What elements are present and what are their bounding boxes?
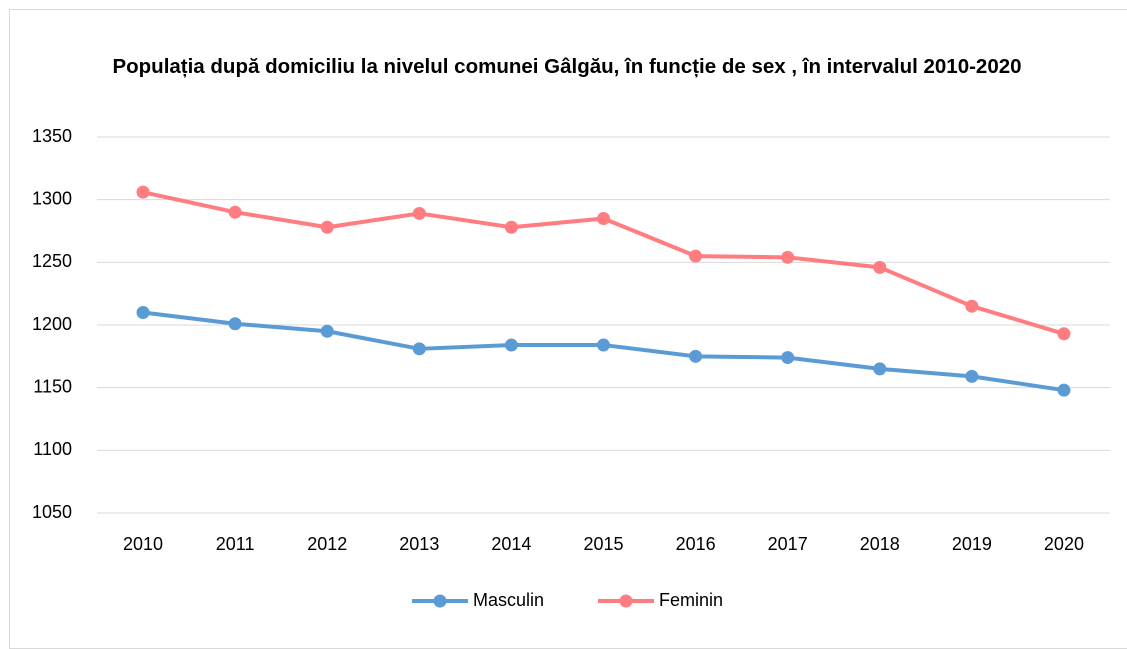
- x-tick-label: 2015: [583, 534, 623, 554]
- data-point: [965, 369, 979, 383]
- x-tick-label: 2012: [307, 534, 347, 554]
- chart: 1050 1100 1150 1200 1250 1300 1350 2010 2011 2012…: [32, 126, 1110, 610]
- chart-title: Populația după domiciliu la nivelul comu…: [112, 55, 1022, 78]
- data-point: [228, 317, 242, 331]
- data-point: [781, 351, 795, 365]
- y-tick-label: 1100: [33, 439, 72, 459]
- y-tick-label: 1250: [32, 251, 72, 271]
- data-point: [412, 206, 426, 220]
- y-tick-label: 1200: [32, 314, 72, 334]
- x-tick-label: 2020: [1044, 534, 1084, 554]
- data-point: [1057, 327, 1071, 341]
- y-tick-label: 1150: [33, 376, 72, 396]
- data-point: [504, 220, 518, 234]
- x-tick-label: 2013: [399, 534, 439, 554]
- data-point: [781, 250, 795, 264]
- data-point: [136, 185, 150, 199]
- data-point: [228, 205, 242, 219]
- data-point: [597, 338, 610, 352]
- legend-marker: [433, 594, 447, 608]
- data-point: [1057, 383, 1071, 397]
- x-tick-label: 2018: [860, 534, 900, 554]
- data-point: [320, 220, 334, 234]
- data-point: [597, 211, 610, 225]
- data-point: [504, 338, 518, 352]
- y-tick-label: 1350: [32, 126, 72, 146]
- data-point: [689, 349, 703, 363]
- page: Populația după domiciliu la nivelul comu…: [9, 9, 1127, 649]
- data-point: [689, 249, 703, 263]
- x-tick-label: 2011: [216, 534, 255, 554]
- x-tick-label: 2019: [952, 534, 992, 554]
- x-tick-label: 2017: [768, 534, 808, 554]
- data-point: [873, 362, 887, 376]
- legend-label: Masculin: [473, 590, 544, 610]
- data-point: [320, 324, 334, 338]
- data-point: [136, 305, 150, 319]
- y-tick-label: 1050: [32, 502, 72, 522]
- x-tick-label: 2016: [676, 534, 716, 554]
- x-tick-label: 2014: [491, 534, 531, 554]
- data-point: [873, 260, 887, 274]
- x-tick-label: 2010: [123, 534, 163, 554]
- data-point: [965, 299, 979, 313]
- legend-marker: [619, 594, 633, 608]
- y-tick-label: 1300: [32, 188, 72, 208]
- legend-label: Feminin: [659, 590, 723, 610]
- data-point: [412, 342, 426, 356]
